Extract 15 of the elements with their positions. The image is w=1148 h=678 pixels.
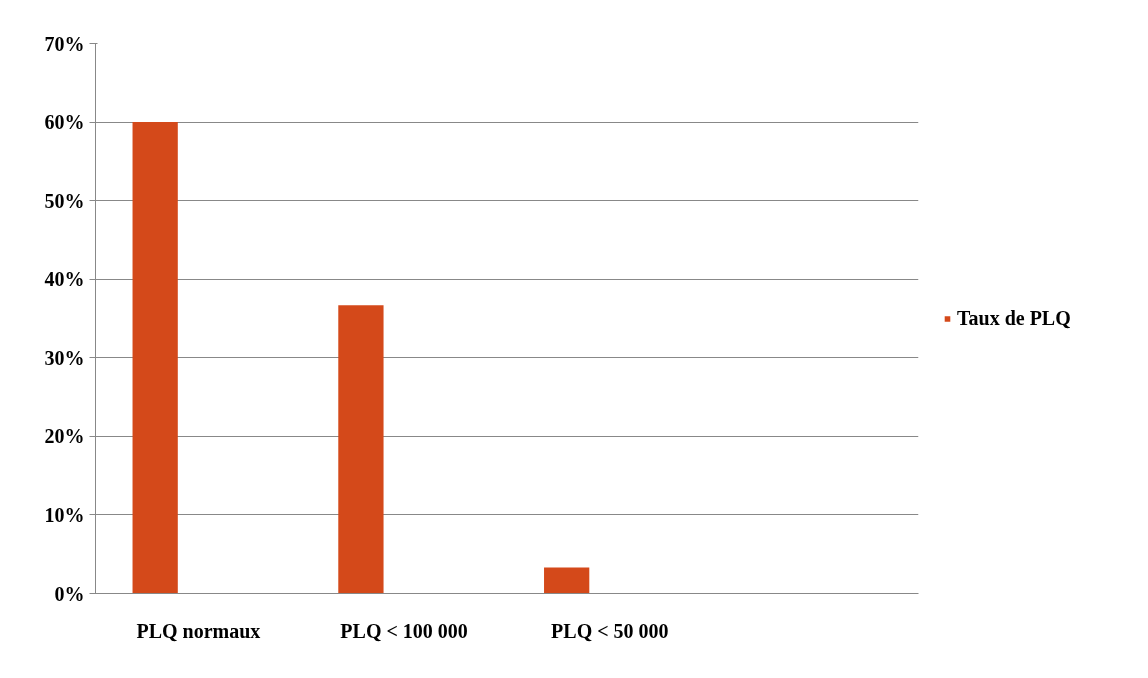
bar [338,305,384,594]
y-tick-label: 50% [44,189,85,212]
x-tick-label: PLQ < 100 000 [340,619,468,642]
bar [544,567,590,594]
bar [132,122,178,594]
legend-label: Taux de PLQ [957,306,1071,330]
y-tick-label: 60% [44,111,85,134]
y-tick-label: 30% [44,346,85,369]
x-tick-label: PLQ < 50 000 [551,619,669,642]
y-tick-label: 70% [44,32,85,55]
x-tick-label: PLQ normaux [136,619,261,642]
y-tick-label: 40% [44,268,85,291]
y-tick-label: 10% [44,503,85,526]
y-tick-label: 20% [44,425,85,448]
y-tick-label: 0% [54,582,85,605]
